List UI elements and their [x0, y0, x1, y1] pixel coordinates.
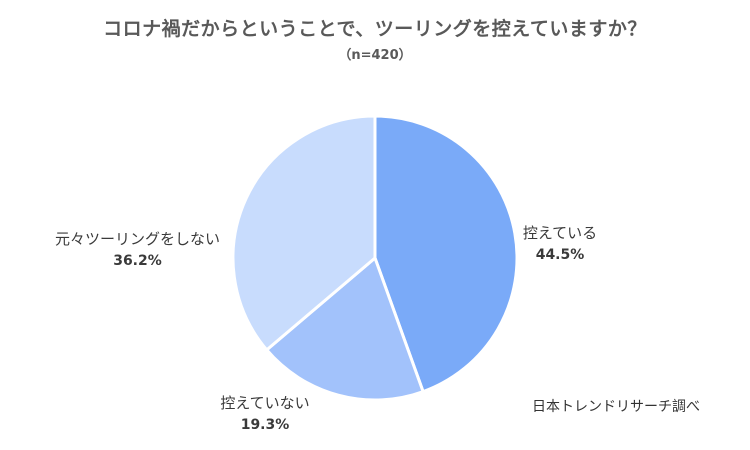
pie-slice-0 [373, 114, 519, 394]
source-note: 日本トレンドリサーチ調べ [532, 399, 700, 415]
slice-percent: 44.5% [535, 247, 585, 263]
slice-percent: 19.3% [240, 417, 290, 433]
chart-title: コロナ禍だからということで、ツーリングを控えていますか？ [103, 18, 647, 40]
pie-slice-2 [231, 114, 377, 352]
pie-slice-1 [265, 256, 425, 402]
slice-name: 控えていない [220, 394, 310, 412]
slice-label-hikaeteinai: 控えていない 19.3% [205, 392, 325, 436]
chart-subtitle: （n=420） [338, 48, 412, 63]
slice-name: 控えている [522, 224, 598, 242]
slice-percent: 36.2% [113, 253, 162, 269]
slice-label-motomoto: 元々ツーリングをしない 36.2% [35, 228, 240, 272]
slice-label-hikaeteiru: 控えている 44.5% [505, 222, 615, 266]
slice-name: 元々ツーリングをしない [54, 230, 220, 248]
